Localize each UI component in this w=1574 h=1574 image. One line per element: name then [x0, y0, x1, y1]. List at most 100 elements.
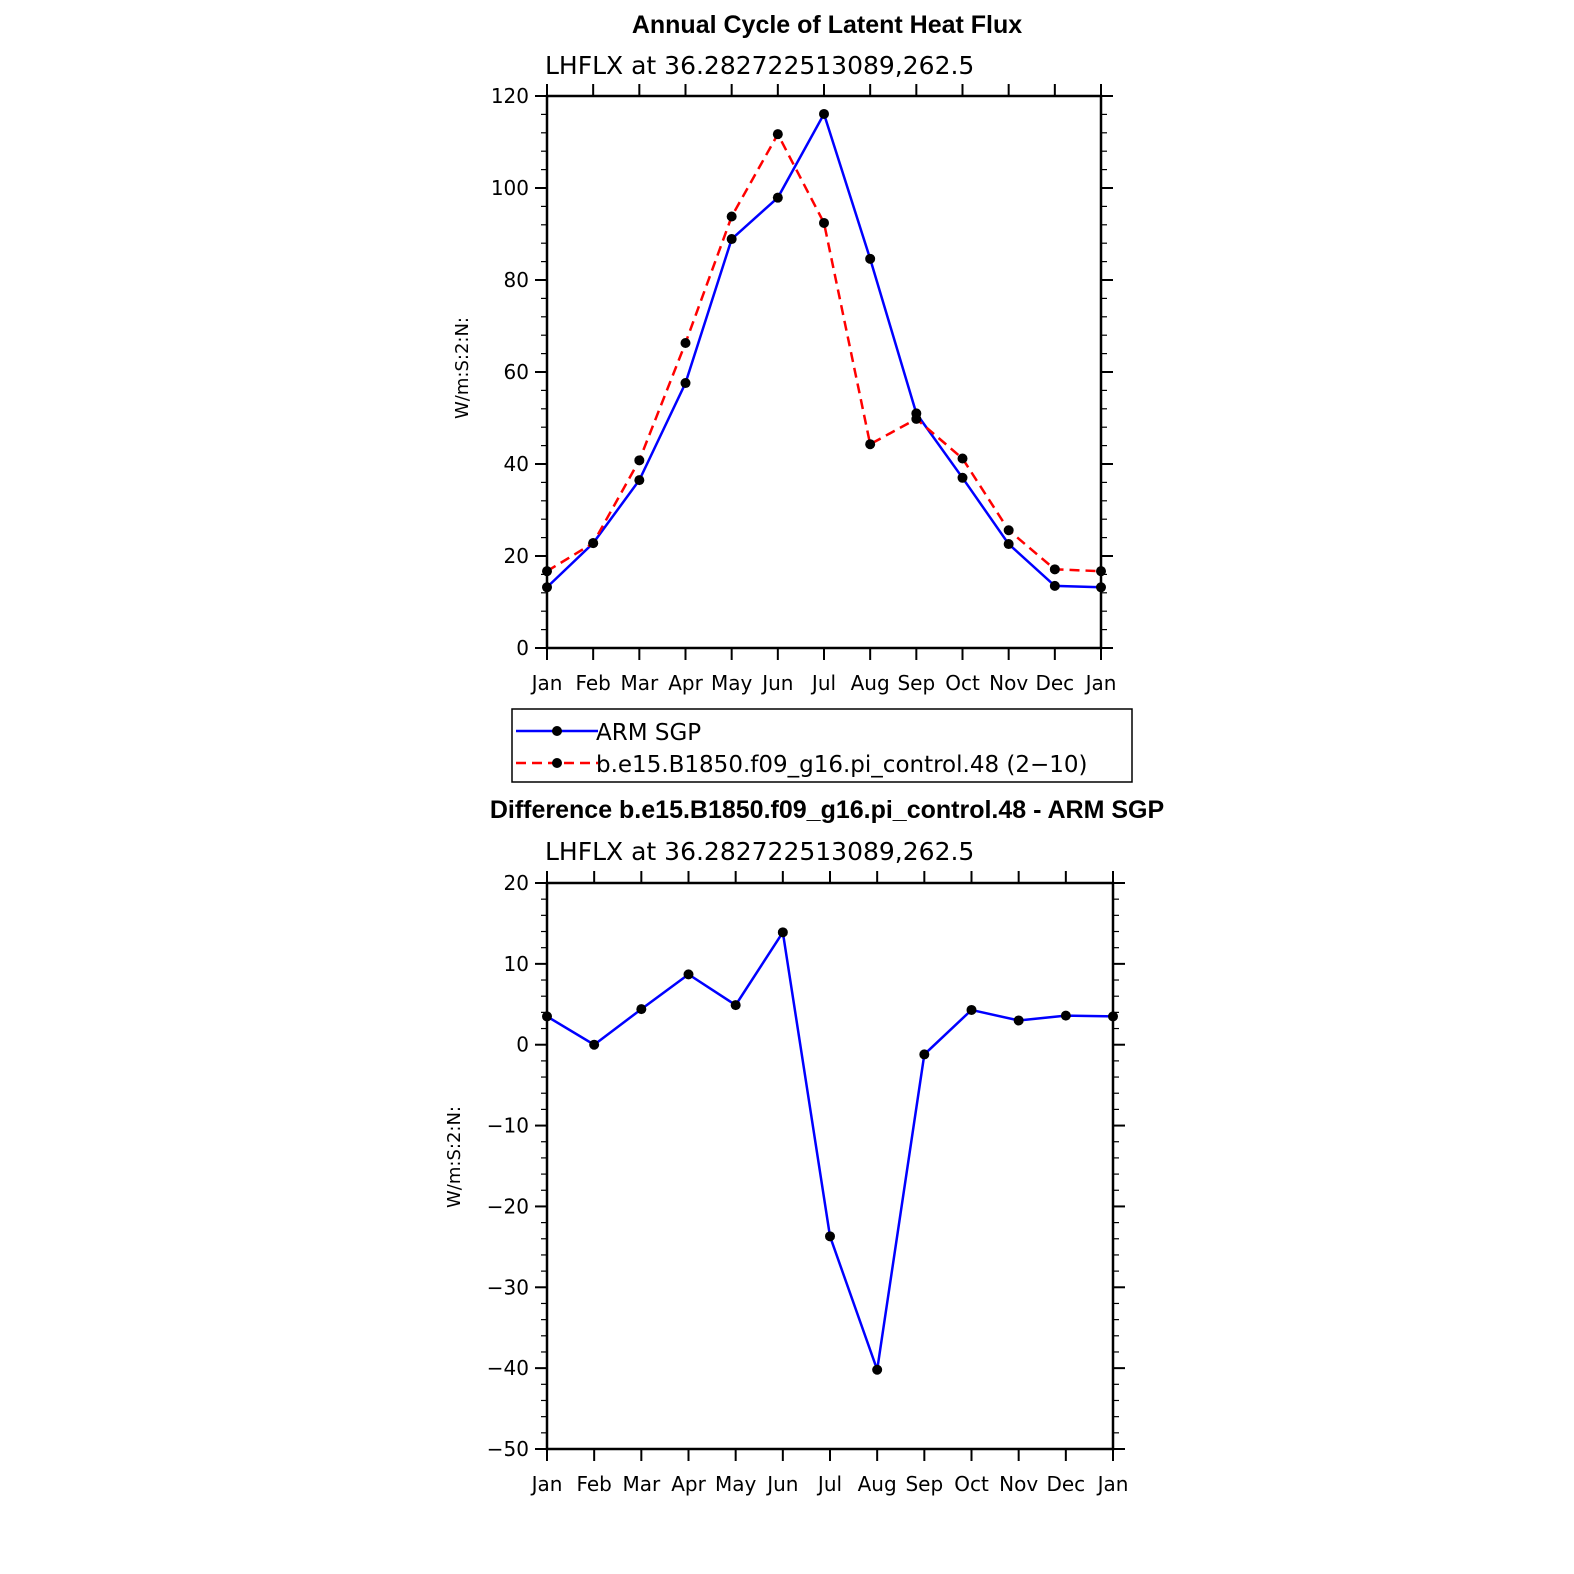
top-x-tick-label: Sep: [897, 671, 935, 695]
top-series-1-point: [726, 211, 737, 222]
top-x-tick-label: Jul: [810, 671, 836, 695]
bottom-series-0-point: [1108, 1011, 1118, 1022]
top-series-1-point: [957, 453, 968, 464]
bottom-y-tick-label: 0: [516, 1033, 529, 1057]
top-chart-subtitle: LHFLX at 36.282722513089,262.5: [545, 51, 974, 80]
bottom-plot-frame: [545, 881, 1115, 1451]
bottom-panel: Difference b.e15.B1850.f09_g16.pi_contro…: [444, 796, 1164, 1496]
top-series-1-point: [634, 455, 645, 466]
bottom-y-tick-label: −30: [487, 1275, 529, 1299]
bottom-series-0-point: [919, 1049, 930, 1060]
bottom-series-0-point: [636, 1004, 647, 1015]
bottom-series-0-point: [542, 1011, 552, 1022]
top-y-axis-label: W/m:S:2:N:: [452, 317, 473, 419]
top-x-tick-label: Mar: [620, 671, 659, 695]
bottom-series-0-point: [683, 969, 694, 980]
top-series-0-point: [542, 582, 552, 593]
top-series-0-point: [819, 108, 829, 119]
top-series-1-point: [865, 439, 876, 450]
bottom-chart-title: Difference b.e15.B1850.f09_g16.pi_contro…: [490, 796, 1164, 824]
top-series-0-point: [865, 253, 876, 264]
top-x-tick-labels: Jan Feb Mar Apr May Jun Jul Aug Sep Oct Nov Dec Jan: [530, 671, 1117, 695]
top-x-tick-label: Aug: [851, 671, 890, 695]
bottom-series-0-point: [825, 1231, 835, 1242]
top-x-tick-label: Nov: [989, 671, 1028, 695]
bottom-x-tick-label: Feb: [576, 1472, 611, 1496]
bottom-x-tick-label: Dec: [1046, 1472, 1085, 1496]
bottom-x-tick-label: Mar: [622, 1472, 661, 1496]
top-x-tick-label: May: [711, 671, 753, 695]
top-series-0-point: [1049, 580, 1060, 591]
bottom-series-0-point: [872, 1364, 883, 1375]
top-series-1-point: [1096, 566, 1106, 577]
top-series-1-point: [588, 538, 599, 549]
top-series-1-point: [680, 338, 691, 349]
bottom-series-0-point: [589, 1039, 600, 1050]
legend-box: [511, 708, 1133, 783]
top-panel: Annual Cycle of Latent Heat Flux LHFLX a…: [452, 11, 1116, 695]
legend-swatch-obs-marker: [552, 726, 562, 736]
bottom-x-tick-label: May: [715, 1472, 757, 1496]
top-y-tick-label: 20: [504, 544, 529, 568]
top-x-tick-label: Dec: [1035, 671, 1074, 695]
bottom-chart-subtitle: LHFLX at 36.282722513089,262.5: [545, 837, 974, 866]
top-series-0-point: [726, 234, 737, 245]
legend: ARM SGP b.e15.B1850.f09_g16.pi_control.4…: [511, 708, 1133, 783]
bottom-y-tick-label: −20: [487, 1194, 529, 1218]
bottom-x-tick-label: Apr: [671, 1472, 706, 1496]
bottom-series-0-point: [730, 1000, 741, 1011]
bottom-series-0-point: [1013, 1015, 1024, 1026]
legend-label-obs: ARM SGP: [596, 720, 701, 746]
bottom-x-tick-label: Aug: [858, 1472, 897, 1496]
legend-swatch-model-marker: [552, 758, 562, 768]
top-x-tick-label: Jun: [760, 671, 793, 695]
top-y-tick-label: 120: [491, 84, 529, 108]
bottom-x-tick-label: Jul: [816, 1472, 842, 1496]
top-axes: [535, 84, 1113, 660]
top-y-tick-label: 60: [504, 360, 529, 384]
top-series-0-point: [680, 378, 691, 389]
top-series-1-point: [542, 566, 552, 577]
top-y-tick-label: 80: [504, 268, 529, 292]
bottom-y-tick-label: −10: [487, 1114, 529, 1138]
bottom-y-tick-label: −40: [487, 1356, 529, 1380]
top-series: [542, 108, 1106, 593]
top-x-tick-label: Jan: [530, 671, 563, 695]
bottom-x-tick-label: Jan: [530, 1472, 563, 1496]
bottom-series: [542, 927, 1118, 1375]
top-y-tick-label: 100: [491, 176, 529, 200]
top-series-1-line: [546, 131, 1102, 573]
bottom-x-tick-labels: Jan Feb Mar Apr May Jun Jul Aug Sep Oct Nov Dec Jan: [530, 1472, 1129, 1496]
top-y-tick-label: 40: [504, 452, 529, 476]
bottom-series-0-point: [966, 1004, 977, 1015]
top-x-tick-label: Apr: [668, 671, 703, 695]
top-series-1-point: [911, 413, 922, 424]
bottom-series-0-point: [777, 927, 788, 938]
bottom-x-tick-label: Jun: [765, 1472, 798, 1496]
top-series-0-line: [546, 110, 1102, 589]
top-x-tick-label: Feb: [575, 671, 610, 695]
top-y-tick-labels: 0 20 40 60 80 100 120: [491, 84, 529, 660]
top-series-0-point: [1096, 582, 1106, 593]
top-x-tick-label: Jan: [1084, 671, 1117, 695]
bottom-y-tick-labels: −50 −40 −30 −20 −10 0 10 20: [487, 871, 529, 1461]
top-series-0-point: [634, 475, 645, 486]
bottom-y-tick-label: 10: [504, 952, 529, 976]
top-series-1-point: [772, 129, 783, 140]
bottom-y-axis-label: W/m:S:2:N:: [444, 1106, 465, 1208]
top-series-1-point: [819, 217, 829, 228]
top-series-1-point: [1003, 525, 1014, 536]
top-x-tick-label: Oct: [945, 671, 980, 695]
bottom-series-0-line: [546, 928, 1114, 1371]
bottom-x-tick-label: Sep: [905, 1472, 943, 1496]
top-series-0-point: [957, 472, 968, 483]
top-series-0-point: [1003, 539, 1014, 550]
bottom-axes: [535, 871, 1125, 1461]
top-series-1-point: [1049, 564, 1060, 575]
top-series-0-point: [772, 192, 783, 203]
bottom-y-tick-label: −50: [487, 1437, 529, 1461]
bottom-x-tick-label: Oct: [954, 1472, 989, 1496]
bottom-series-0-point: [1060, 1010, 1071, 1021]
top-chart-title: Annual Cycle of Latent Heat Flux: [632, 11, 1022, 39]
